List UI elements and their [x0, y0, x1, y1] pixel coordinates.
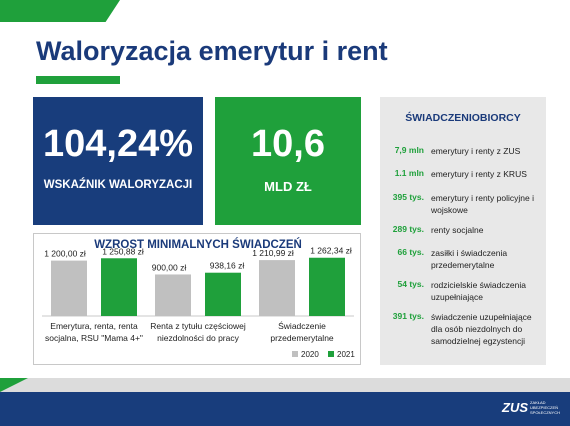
bar-2020	[51, 260, 87, 316]
data-label: 1 262,34 zł	[310, 246, 352, 256]
legend-label: 2021	[337, 350, 355, 359]
legend-swatch-2020	[292, 351, 298, 357]
legend-label: 2020	[301, 350, 319, 359]
min-benefits-chart: 1 200,00 zł 1 250,88 zł Emerytura, renta, …	[33, 233, 361, 365]
beneficiary-desc: rodzicielskie świadczenia uzupełniające	[431, 280, 526, 302]
kpi-cost-label: MLD ZŁ	[264, 179, 312, 194]
bar-2021	[309, 257, 345, 316]
data-label: 938,16 zł	[210, 261, 245, 271]
bar-2020	[259, 260, 295, 316]
data-label: 1 250,88 zł	[102, 246, 144, 256]
beneficiaries-panel: ŚWIADCZENIOBIORCY 7,9 mln emerytury i re…	[380, 97, 546, 365]
beneficiaries-title: ŚWIADCZENIOBIORCY	[405, 112, 521, 124]
beneficiary-desc: świadczenie uzupełniające dla osób niezd…	[431, 312, 532, 346]
corner-accent	[0, 0, 120, 22]
legend-swatch-2021	[328, 351, 334, 357]
page-title: Waloryzacja emerytur i rent	[36, 36, 388, 66]
bar-2021	[101, 258, 137, 316]
beneficiary-desc: emerytury i renty policyjne i wojskowe	[431, 193, 534, 215]
title-underline	[36, 76, 120, 84]
beneficiary-count: 7,9 mln	[394, 145, 424, 155]
chart-svg: 1 200,00 zł 1 250,88 zł Emerytura, renta, …	[42, 246, 355, 359]
category-label: Świadczenie	[278, 320, 326, 331]
bar-2021	[205, 272, 241, 316]
bar-2020	[155, 274, 191, 316]
category-label: Emerytura, renta, renta	[50, 321, 138, 331]
data-label: 1 210,99 zł	[252, 248, 294, 258]
beneficiary-desc: zasiłki i świadczenia przedemerytalne	[431, 248, 508, 270]
beneficiary-count: 1.1 mln	[394, 168, 424, 178]
kpi-indexation-label: WSKAŹNIK WALORYZACJI	[43, 179, 193, 191]
category-label: socjalna, RSU "Mama 4+"	[45, 333, 143, 343]
kpi-cost: 10,6 MLD ZŁ	[215, 97, 361, 225]
footer-stripe	[0, 378, 570, 392]
zus-logo: ZUS ZAKŁAD UBEZPIECZEŃ SPOŁECZNYCH	[502, 398, 562, 420]
data-label: 1 200,00 zł	[44, 249, 86, 259]
category-label: niezdolności do pracy	[157, 333, 239, 343]
logo-mark: ZUS	[502, 400, 528, 415]
kpi-indexation: 104,24% WSKAŹNIK WALORYZACJI	[33, 97, 203, 225]
beneficiary-count: 66 tys.	[397, 247, 424, 257]
beneficiary-count: 395 tys.	[392, 192, 424, 202]
beneficiary-count: 289 tys.	[392, 224, 424, 234]
beneficiary-desc: emerytury i renty z ZUS	[431, 146, 521, 156]
logo-subtitle: ZAKŁAD UBEZPIECZEŃ SPOŁECZNYCH	[530, 400, 561, 415]
beneficiary-desc: renty socjalne	[431, 225, 484, 235]
data-label: 900,00 zł	[152, 262, 187, 272]
beneficiary-count: 54 tys.	[397, 279, 424, 289]
kpi-indexation-value: 104,24%	[42, 123, 193, 165]
category-label: przedemerytalne	[270, 333, 334, 343]
chart-title: WZROST MINIMALNYCH ŚWIADCZEŃ	[94, 239, 302, 251]
beneficiary-desc: emerytury i renty z KRUS	[431, 169, 527, 179]
footer-bar	[0, 392, 570, 426]
beneficiary-count: 391 tys.	[392, 311, 424, 321]
kpi-cost-value: 10,6	[251, 123, 325, 165]
category-label: Renta z tytułu częściowej	[150, 321, 246, 331]
